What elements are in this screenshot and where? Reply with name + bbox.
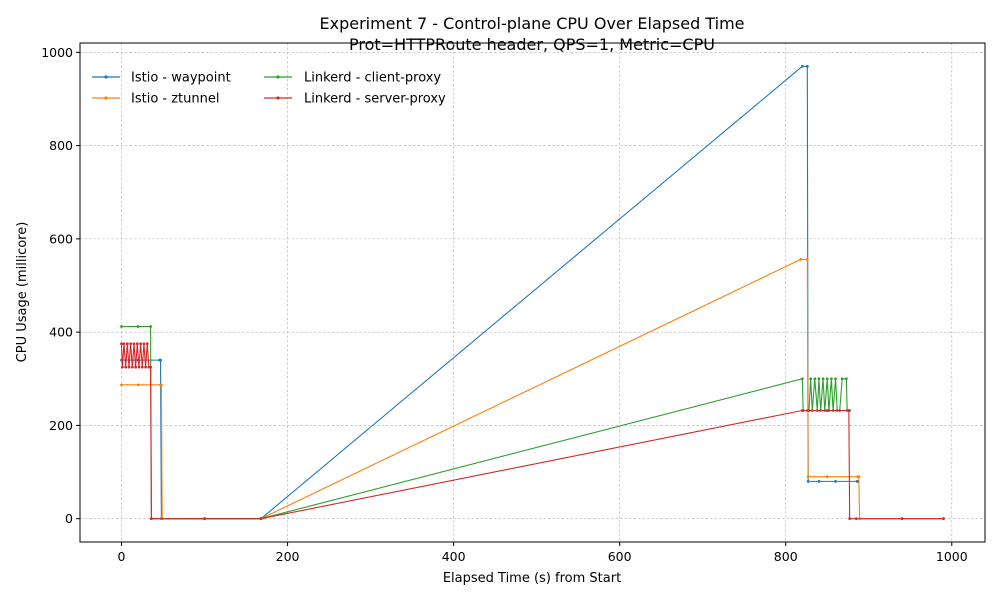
series-lines: [120, 64, 945, 521]
y-tick-label: 600: [49, 231, 73, 246]
data-point: [830, 377, 833, 381]
data-point: [149, 365, 152, 369]
data-point: [844, 377, 848, 381]
y-tick-label: 800: [49, 138, 73, 153]
data-point: [132, 342, 136, 346]
y-tick-label: 0: [65, 511, 73, 526]
x-tick-label: 600: [608, 549, 632, 564]
legend-label: Linkerd - server-proxy: [304, 92, 446, 107]
data-point: [120, 383, 123, 387]
x-tick-label: 1000: [936, 549, 968, 564]
data-point: [813, 377, 817, 381]
data-point: [809, 377, 813, 381]
data-point: [125, 342, 129, 346]
data-point: [159, 383, 163, 387]
data-point: [136, 383, 140, 387]
data-point: [142, 342, 146, 346]
data-point: [825, 475, 829, 479]
data-point: [800, 409, 804, 412]
data-point: [817, 377, 821, 381]
data-point: [120, 325, 123, 328]
data-point: [806, 479, 810, 483]
data-point: [805, 64, 809, 68]
data-point: [259, 517, 263, 521]
axis-ticks: 0 200 400 600 800 1000 0 200 400 600 800 1000: [41, 45, 968, 564]
data-point: [799, 257, 803, 261]
legend-item-linkerd-server-proxy: Linkerd - server-proxy: [264, 92, 446, 107]
data-point: [817, 479, 821, 483]
data-point: [130, 365, 134, 369]
data-point: [821, 377, 825, 381]
data-point: [834, 479, 837, 483]
data-point: [120, 365, 124, 369]
data-point: [834, 377, 837, 381]
data-point: [134, 365, 138, 369]
legend-item-istio-ztunnel: Istio - ztunnel: [92, 92, 219, 107]
data-point: [140, 365, 144, 369]
data-point: [129, 342, 133, 346]
data-point: [800, 64, 804, 68]
data-point: [203, 517, 206, 521]
legend-marker: [104, 96, 108, 100]
x-tick-label: 800: [774, 549, 798, 564]
legend-item-istio-waypoint: Istio - waypoint: [92, 71, 231, 86]
data-point: [145, 342, 149, 346]
data-point: [942, 517, 945, 521]
data-point: [150, 517, 153, 521]
data-point: [120, 342, 123, 346]
legend: Istio - waypoint Istio - ztunnel Linkerd -…: [92, 71, 446, 107]
x-tick-label: 400: [442, 549, 466, 564]
legend-marker: [276, 75, 280, 79]
chart-title: Experiment 7 - Control-plane CPU Over El…: [319, 14, 744, 33]
grid-lines: [80, 43, 985, 542]
series-linkerd-server-proxy: [120, 342, 945, 521]
legend-label: Linkerd - client-proxy: [304, 71, 441, 86]
data-point: [857, 475, 861, 479]
data-point: [848, 517, 852, 521]
data-point: [136, 325, 140, 328]
data-point: [825, 409, 829, 412]
data-point: [854, 517, 858, 521]
legend-item-linkerd-client-proxy: Linkerd - client-proxy: [264, 71, 441, 86]
data-point: [847, 409, 851, 412]
legend-marker: [104, 75, 108, 79]
y-tick-label: 400: [49, 325, 73, 340]
data-point: [137, 365, 141, 369]
y-tick-label: 1000: [41, 45, 73, 60]
data-point: [135, 342, 139, 346]
y-axis-label: CPU Usage (millicore): [15, 222, 30, 363]
chart-subtitle: Prot=HTTPRoute header, QPS=1, Metric=CPU: [349, 35, 715, 54]
x-axis-label: Elapsed Time (s) from Start: [443, 571, 621, 586]
data-point: [900, 517, 904, 521]
data-point: [124, 365, 128, 369]
x-tick-label: 0: [118, 549, 126, 564]
data-point: [825, 377, 829, 381]
data-point: [840, 377, 844, 381]
data-point: [139, 342, 143, 346]
legend-marker: [276, 96, 280, 100]
plot-area-frame: [79, 42, 986, 543]
data-point: [806, 475, 810, 479]
x-tick-label: 200: [276, 549, 300, 564]
data-point: [122, 342, 126, 346]
y-tick-label: 200: [49, 418, 73, 433]
data-point: [149, 325, 152, 328]
data-point: [127, 365, 131, 369]
data-point: [805, 257, 809, 261]
legend-label: Istio - waypoint: [131, 71, 231, 86]
legend-label: Istio - ztunnel: [131, 92, 219, 107]
data-point: [800, 377, 804, 381]
data-point: [144, 365, 147, 369]
data-point: [159, 358, 162, 362]
